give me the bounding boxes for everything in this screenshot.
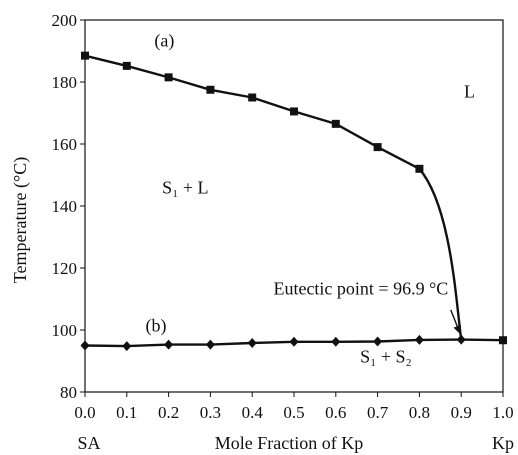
y-tick-label: 180 xyxy=(52,73,78,92)
x-tick-label: 0.6 xyxy=(325,403,346,422)
liquidus-point-marker xyxy=(164,73,173,82)
x-end-label-left: SA xyxy=(77,433,100,453)
x-end-label-right: Kp xyxy=(492,433,514,453)
curve-a-label: (a) xyxy=(154,30,174,51)
liquidus-point-marker xyxy=(81,51,89,60)
curves xyxy=(84,54,504,348)
x-tick-label: 0.0 xyxy=(74,403,95,422)
liquidus-point-marker xyxy=(415,164,424,173)
plot-frame xyxy=(84,19,504,393)
solidus-point-marker xyxy=(289,336,299,347)
solidus-point-marker xyxy=(80,340,90,351)
x-tick-label: 0.4 xyxy=(242,403,264,422)
region-l-label: L xyxy=(464,82,475,102)
y-tick-label: 200 xyxy=(52,11,78,30)
solidus-point-marker xyxy=(164,339,174,350)
solidus-point-marker xyxy=(122,341,132,352)
curve-b-label: (b) xyxy=(146,316,167,337)
x-tick-label: 1.0 xyxy=(492,403,513,422)
region-s1-l-label: S₁ + L xyxy=(162,178,208,198)
y-tick-label: 120 xyxy=(52,259,78,278)
x-tick-label: 0.8 xyxy=(409,403,430,422)
annotations: (a) (b) L S₁ + L S₁ + S₂ Eutectic point = 96.… xyxy=(146,30,476,366)
liquidus-point-marker xyxy=(206,85,215,94)
solidus-end-marker xyxy=(499,336,507,345)
solidus-point-marker xyxy=(373,336,383,347)
y-tick-label: 160 xyxy=(52,135,78,154)
eutectic-label: Eutectic point = 96.9 °C xyxy=(273,278,448,298)
x-tick-label: 0.3 xyxy=(200,403,221,422)
y-axis-label: Temperature (°C) xyxy=(10,157,31,283)
y-tick-label: 80 xyxy=(60,383,77,402)
solidus-point-marker xyxy=(331,336,341,347)
x-axis-label: Mole Fraction of Kp xyxy=(215,433,363,453)
y-tick-label: 100 xyxy=(52,321,78,340)
solidus-point-marker xyxy=(205,339,215,350)
x-tick-label: 0.9 xyxy=(451,403,472,422)
x-tick-label: 0.1 xyxy=(116,403,137,422)
region-s1-s2-label: S₁ + S₂ xyxy=(360,347,412,367)
axes: 0.0 0.1 0.2 0.3 0.4 0.5 0.6 0.7 0.8 0.9 1.0 80 100 12… xyxy=(52,11,514,422)
y-tick-label: 140 xyxy=(52,197,78,216)
liquidus-point-marker xyxy=(248,93,257,102)
solidus-point-marker xyxy=(247,338,257,349)
liquidus-point-marker xyxy=(290,107,298,116)
liquidus-point-marker xyxy=(122,61,131,70)
solidus-point-marker xyxy=(414,334,424,345)
x-tick-label: 0.2 xyxy=(158,403,179,422)
liquidus-point-marker xyxy=(373,143,382,152)
x-tick-label: 0.7 xyxy=(367,403,389,422)
liquidus-point-marker xyxy=(331,119,340,128)
eutectic-arrow xyxy=(450,309,461,335)
x-tick-label: 0.5 xyxy=(283,403,304,422)
solidus-point-marker xyxy=(456,334,466,345)
data-markers xyxy=(80,51,507,352)
